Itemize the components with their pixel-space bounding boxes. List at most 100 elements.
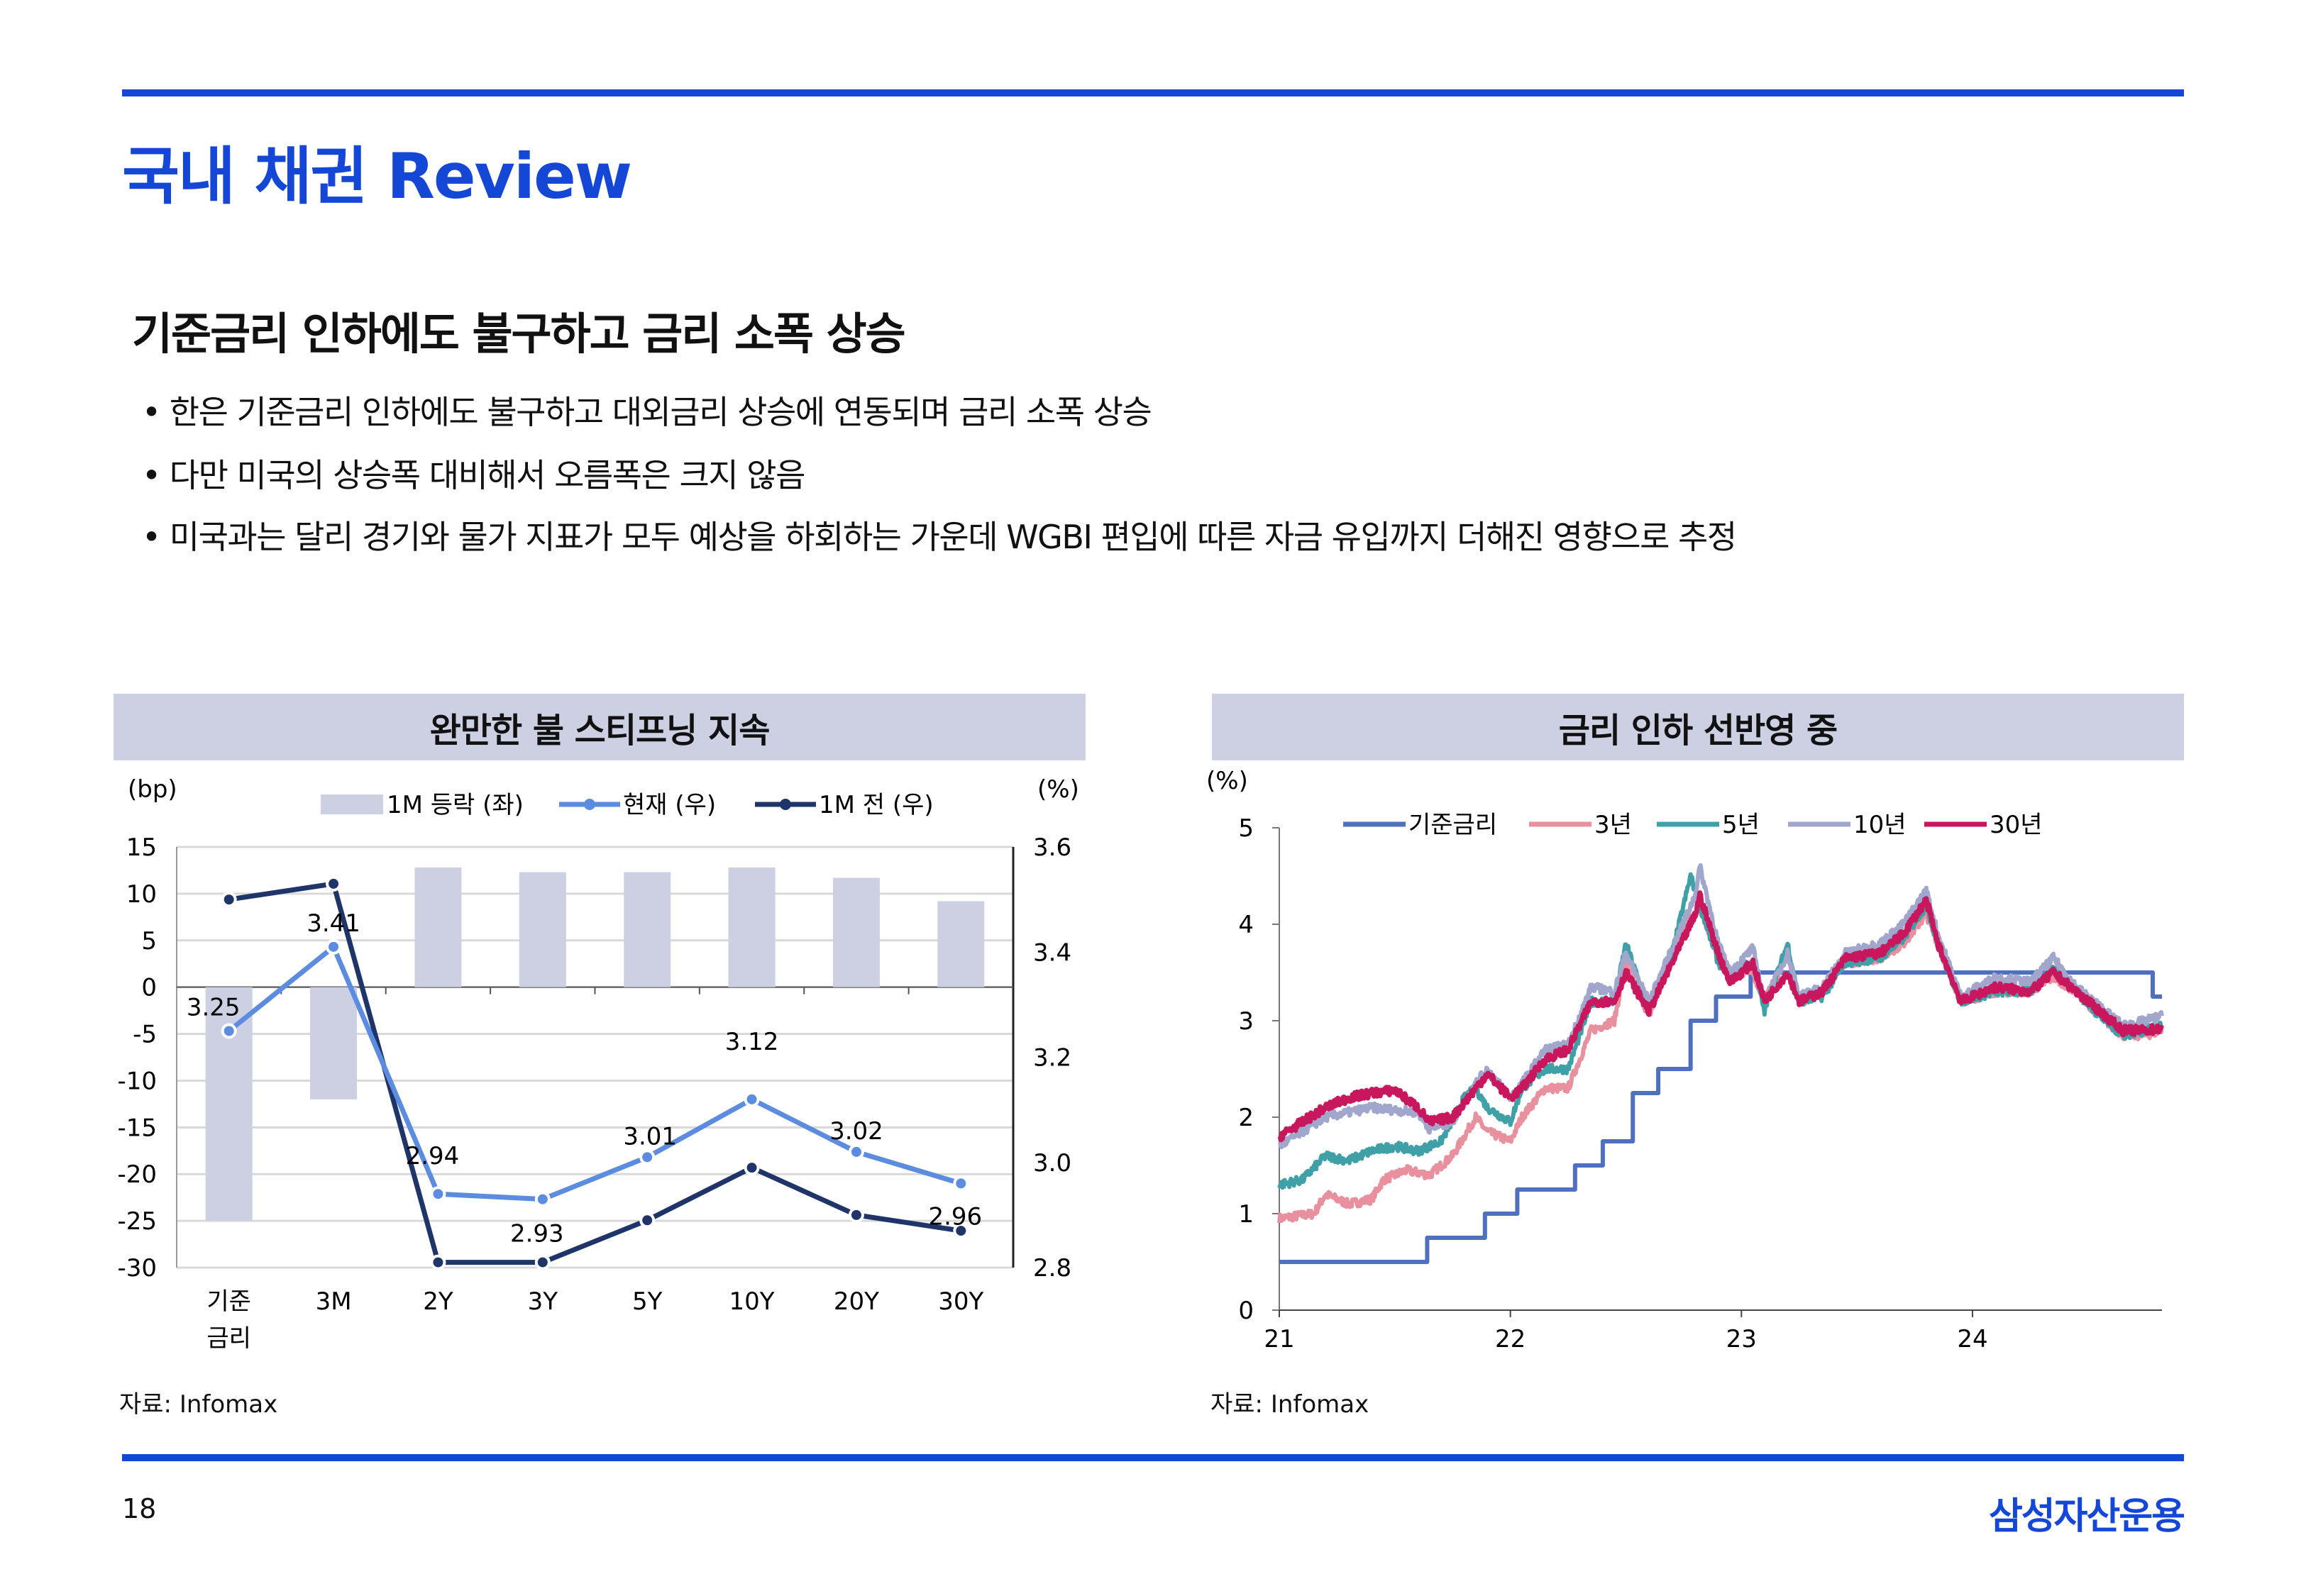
y-left-tick-label: -25 [117,1207,157,1236]
series-line-30년 [1277,890,2164,1143]
prev-yield-point [326,875,342,892]
x-category-label: 30Y [938,1287,983,1316]
prev-yield-point [848,1207,864,1223]
prev-yield-point [639,1212,656,1229]
y-left-tick-label: -10 [117,1067,157,1095]
top-divider [122,89,2184,96]
bottom-divider [122,1454,2184,1461]
x-category-label: 3M [316,1287,352,1316]
y-right-unit: (%) [1037,775,1079,804]
series-line-10년 [1277,863,2164,1150]
legend-label: 1M 전 (우) [819,791,934,819]
y-unit: (%) [1206,767,1248,795]
bar-1m-change [937,901,985,987]
y-left-tick-label: -15 [117,1114,157,1142]
bar-1m-change [832,877,880,987]
current-yield-point [326,938,342,955]
legend-label: 30년 [1990,811,2043,839]
prev-yield-point [744,1160,760,1176]
y-tick-label: 3 [1238,1007,1254,1036]
x-category-label: 5Y [632,1287,663,1316]
y-left-tick-label: 15 [126,833,157,862]
data-label: 3.41 [307,909,360,938]
current-yield-point [848,1143,864,1160]
current-yield-point [639,1149,656,1165]
y-left-tick-label: -30 [117,1254,157,1282]
y-right-tick-label: 3.2 [1033,1044,1071,1073]
x-tick-label: 22 [1495,1325,1526,1353]
y-tick-label: 5 [1238,814,1254,843]
y-tick-label: 1 [1238,1200,1254,1229]
legend-label: 3년 [1594,811,1632,839]
y-left-unit: (bp) [128,775,177,804]
y-tick-label: 0 [1238,1297,1254,1325]
chart2-title: 금리 인하 선반영 중 [1212,694,2184,760]
page-title: 국내 채권 Review [122,140,632,213]
page-number: 18 [122,1493,157,1524]
data-label: 2.93 [510,1220,564,1248]
prev-yield-point [953,1223,969,1239]
legend-swatch-marker [584,799,595,810]
prev-yield-point [430,1254,446,1270]
bullet-item: 미국과는 달리 경기와 물가 지표가 모두 예상을 하회하는 가운데 WGBI … [142,511,1737,558]
y-left-tick-label: 10 [126,880,157,909]
current-yield-point [221,1023,237,1039]
chart2-source: 자료: Infomax [1210,1390,1369,1419]
series-line-5년 [1277,872,2164,1190]
legend-label: 5년 [1722,811,1760,839]
data-label: 3.25 [187,993,241,1021]
current-yield-line [227,943,962,1202]
current-yield-point [534,1191,551,1207]
chart1-title: 완만한 불 스티프닝 지속 [114,694,1086,760]
x-category-label: 기준 [206,1287,251,1316]
x-category-label: 20Y [834,1287,879,1316]
current-yield-point [744,1091,760,1107]
legend-label: 10년 [1853,811,1907,839]
y-left-tick-label: 0 [141,974,157,1002]
bar-1m-change [519,872,566,987]
x-category-label: 10Y [729,1287,775,1316]
bar-1m-change [310,987,358,1099]
y-tick-label: 4 [1238,911,1254,939]
legend-label: 현재 (우) [623,791,716,819]
prev-yield-point [221,892,237,908]
legend-swatch-marker [780,799,791,810]
y-left-tick-label: 5 [141,927,157,955]
y-right-tick-label: 3.4 [1033,938,1071,967]
y-left-tick-label: -5 [133,1021,157,1049]
chart1-source: 자료: Infomax [119,1390,278,1419]
x-category-label: 2Y [423,1287,453,1316]
series-line-기준금리 [1279,970,2162,1264]
bar-1m-change [205,987,253,1221]
data-label: 2.96 [928,1202,982,1231]
y-right-tick-label: 3.0 [1033,1149,1071,1177]
x-tick-label: 24 [1957,1325,1987,1353]
bullet-item: 다만 미국의 상승폭 대비해서 오름폭은 크지 않음 [142,450,806,497]
y-left-tick-label: -20 [117,1160,157,1189]
legend-swatch-bar [321,794,383,814]
bar-1m-change [414,867,462,987]
y-right-tick-label: 3.6 [1033,833,1071,862]
data-label: 2.94 [406,1142,460,1170]
bar-1m-change [624,872,671,987]
y-tick-label: 2 [1238,1104,1254,1132]
section-subtitle: 기준금리 인하에도 불구하고 금리 소폭 상승 [132,308,906,360]
x-tick-label: 23 [1726,1325,1757,1353]
data-label: 3.12 [725,1028,779,1056]
legend-label: 1M 등락 (좌) [387,791,524,819]
x-tick-label: 21 [1264,1325,1294,1353]
prev-yield-line [228,880,961,1265]
bullet-item: 한은 기준금리 인하에도 불구하고 대외금리 상승에 연동되며 금리 소폭 상승 [142,387,1152,433]
current-yield-point [430,1186,446,1202]
current-yield-point [953,1175,969,1192]
x-category-label: 3Y [528,1287,558,1316]
x-category-label: 금리 [206,1324,251,1353]
data-label: 3.02 [829,1117,883,1146]
company-logo: 삼성자산운용 [1988,1495,2185,1538]
bar-1m-change [728,867,776,987]
y-right-tick-label: 2.8 [1033,1254,1071,1282]
prev-yield-point [534,1254,551,1270]
data-label: 3.01 [623,1122,677,1151]
legend-label: 기준금리 [1408,811,1497,839]
